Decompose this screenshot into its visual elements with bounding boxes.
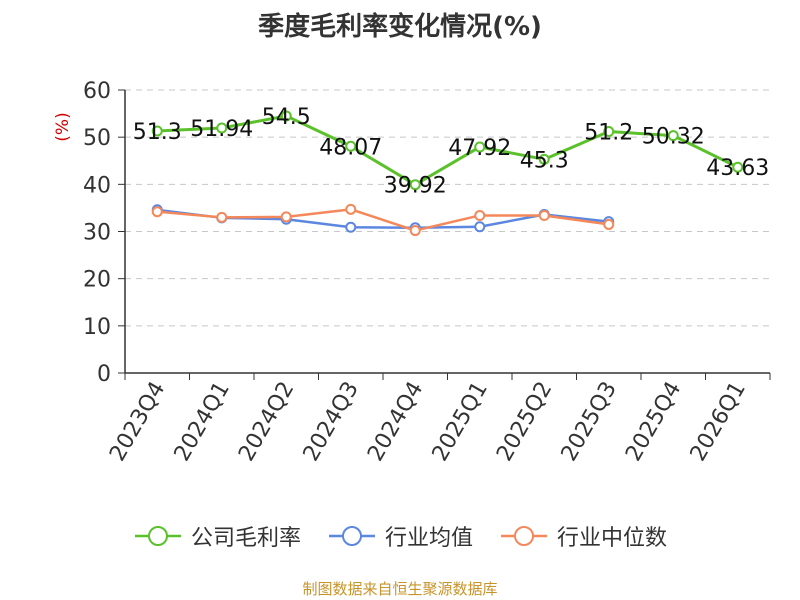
data-point: [151, 125, 163, 137]
y-axis-label: (%): [53, 112, 73, 141]
x-tick-label: 2024Q2: [234, 378, 299, 466]
grid-layer: [125, 89, 770, 327]
y-tick-label: 60: [83, 79, 111, 104]
data-point: [216, 211, 228, 223]
y-tick-label: 10: [83, 315, 111, 340]
data-point: [216, 122, 228, 134]
y-tick-label: 30: [83, 221, 111, 246]
data-point: [345, 221, 357, 233]
data-label: 50.32: [642, 125, 705, 150]
legend-marker: [134, 526, 181, 546]
data-point: [409, 225, 421, 237]
legend-marker: [501, 526, 547, 546]
y-tick-label: 0: [97, 362, 111, 387]
series-layer: [151, 110, 744, 237]
legend-label: 行业均值: [384, 526, 473, 551]
y-tick-label: 50: [83, 126, 111, 151]
series-line: [157, 114, 739, 187]
data-point: [732, 161, 744, 173]
data-label: 54.5: [262, 105, 311, 130]
data-label: 51.3: [133, 120, 182, 145]
x-tick-label: 2024Q1: [170, 378, 235, 466]
x-tick-label: 2024Q3: [299, 378, 364, 466]
legend-label: 行业中位数: [557, 526, 668, 551]
legend-marker: [328, 526, 375, 546]
source-note: 制图数据来自恒生聚源数据库: [302, 580, 498, 598]
data-label: 51.2: [584, 121, 633, 146]
data-label: 51.94: [190, 117, 253, 142]
data-point: [667, 130, 679, 142]
x-tick-label: 2025Q3: [557, 378, 622, 466]
data-label: 47.92: [448, 136, 511, 161]
data-point: [280, 110, 292, 122]
data-point: [345, 203, 357, 215]
x-tick-label: 2025Q4: [621, 378, 686, 466]
data-point: [474, 221, 486, 233]
x-tick-label: 2026Q1: [686, 378, 751, 466]
legend-label: 公司毛利率: [190, 526, 301, 551]
data-point: [538, 209, 550, 221]
data-point: [345, 140, 357, 152]
y-tick-label: 20: [83, 268, 111, 293]
x-tick-label: 2025Q2: [492, 378, 557, 466]
legend-item[interactable]: 公司毛利率: [133, 520, 301, 552]
data-label: 43.63: [706, 156, 769, 181]
legend-item[interactable]: 行业中位数: [499, 520, 667, 552]
data-point: [474, 141, 486, 153]
data-point: [603, 218, 615, 230]
data-point: [474, 209, 486, 221]
data-point: [151, 206, 163, 218]
legend: 公司毛利率 行业均值 行业中位数: [0, 520, 800, 552]
data-label: 48.07: [319, 135, 382, 160]
x-tick-label: 2024Q4: [363, 378, 428, 466]
x-tick-label: 2023Q4: [105, 378, 170, 466]
data-point: [538, 153, 550, 165]
chart-title: 季度毛利率变化情况(%): [258, 12, 542, 42]
data-label: 45.3: [520, 148, 569, 173]
y-tick-label: 40: [83, 173, 111, 198]
data-point: [280, 211, 292, 223]
series-line: [157, 208, 609, 232]
data-label: 39.92: [384, 174, 447, 199]
data-point: [409, 179, 421, 191]
legend-item[interactable]: 行业均值: [327, 520, 473, 552]
data-point: [603, 126, 615, 138]
x-tick-label: 2025Q1: [428, 378, 493, 466]
